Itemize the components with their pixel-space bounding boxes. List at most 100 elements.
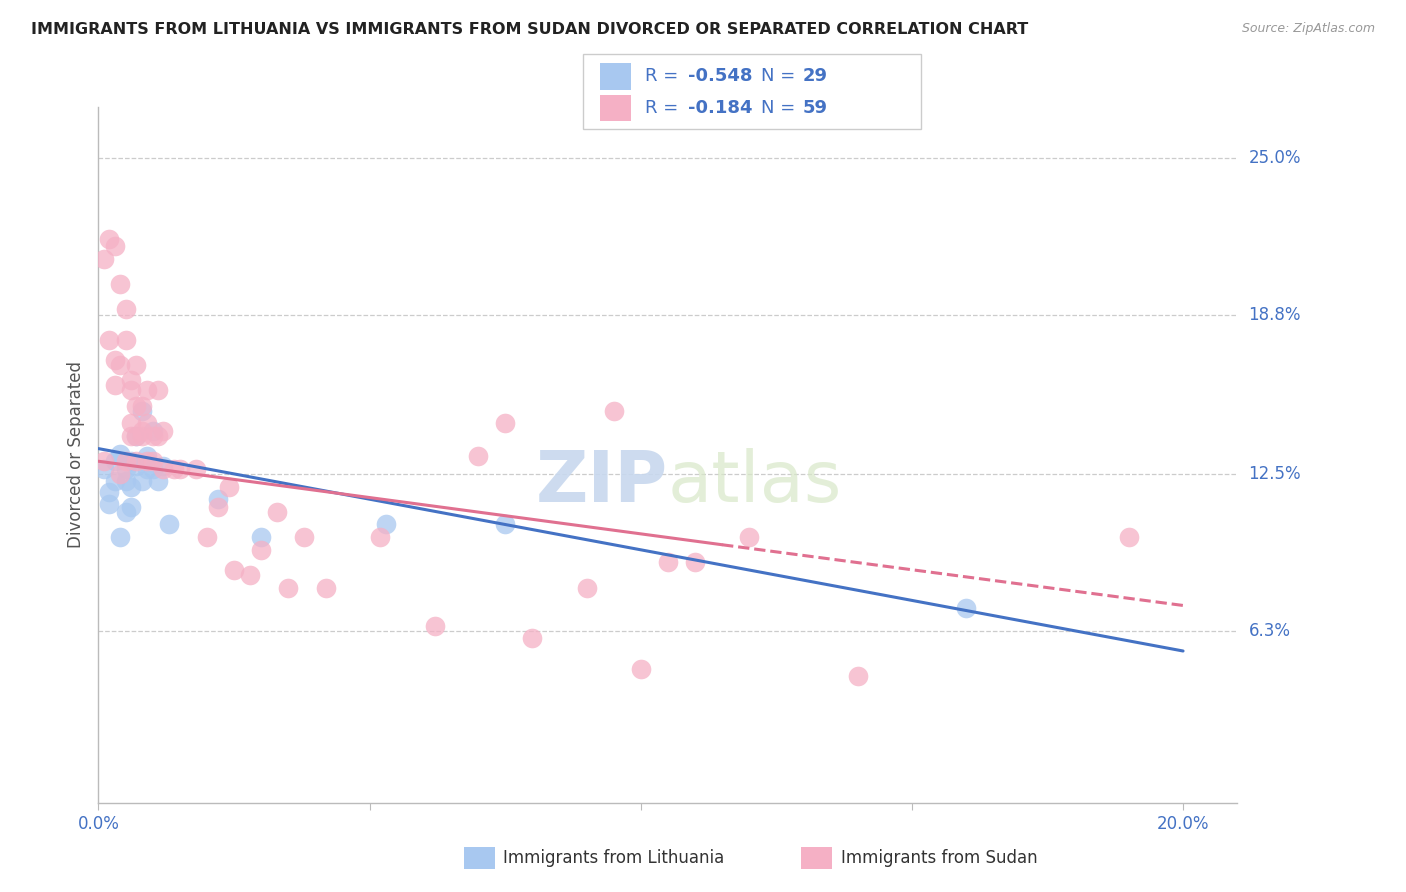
Text: 6.3%: 6.3% <box>1249 622 1291 640</box>
Point <box>114 302 136 317</box>
Point <box>142 462 165 476</box>
Y-axis label: Divorced or Separated: Divorced or Separated <box>66 361 84 549</box>
Point <box>157 517 180 532</box>
Text: IMMIGRANTS FROM LITHUANIA VS IMMIGRANTS FROM SUDAN DIVORCED OR SEPARATED CORRELA: IMMIGRANTS FROM LITHUANIA VS IMMIGRANTS … <box>31 22 1028 37</box>
Point <box>152 459 174 474</box>
Point <box>136 454 159 468</box>
Point <box>131 475 153 489</box>
Point <box>120 500 142 514</box>
Text: Immigrants from Lithuania: Immigrants from Lithuania <box>503 849 724 867</box>
Point <box>98 231 121 245</box>
Point <box>239 568 262 582</box>
Point <box>131 403 153 417</box>
Point <box>125 454 148 468</box>
Point <box>250 542 273 557</box>
Point <box>136 417 159 431</box>
Point <box>136 462 159 476</box>
Point <box>125 399 148 413</box>
Text: 25.0%: 25.0% <box>1249 149 1301 167</box>
Point <box>955 601 977 615</box>
Point <box>142 454 165 468</box>
Point <box>108 530 131 544</box>
Point <box>120 429 142 443</box>
Point <box>152 424 174 438</box>
Point <box>277 581 299 595</box>
Point <box>423 618 446 632</box>
Point <box>98 497 121 511</box>
Point <box>120 384 142 398</box>
Point <box>266 505 288 519</box>
Point <box>152 462 174 476</box>
Point <box>163 462 186 476</box>
Text: 12.5%: 12.5% <box>1249 465 1301 483</box>
Text: N =: N = <box>761 99 800 117</box>
Point <box>131 429 153 443</box>
Point <box>494 417 516 431</box>
Point <box>131 424 153 438</box>
Point <box>108 447 131 461</box>
Point <box>104 353 127 368</box>
Point <box>125 429 148 443</box>
Point <box>108 467 131 481</box>
Point <box>136 449 159 463</box>
Text: Immigrants from Sudan: Immigrants from Sudan <box>841 849 1038 867</box>
Point <box>467 449 489 463</box>
Point <box>93 252 115 266</box>
Point <box>142 429 165 443</box>
Point <box>315 581 337 595</box>
Point <box>104 378 127 392</box>
Point <box>136 384 159 398</box>
Point <box>114 505 136 519</box>
Point <box>370 530 392 544</box>
Text: Source: ZipAtlas.com: Source: ZipAtlas.com <box>1241 22 1375 36</box>
Point <box>738 530 761 544</box>
Point <box>104 239 127 253</box>
Point <box>218 479 240 493</box>
Point <box>125 358 148 372</box>
Point <box>120 454 142 468</box>
Point <box>125 429 148 443</box>
Point <box>169 462 191 476</box>
Point <box>522 632 544 646</box>
Text: -0.548: -0.548 <box>688 67 752 86</box>
Point <box>207 492 229 507</box>
Point <box>250 530 273 544</box>
Point <box>683 556 706 570</box>
Point <box>195 530 218 544</box>
Point <box>207 500 229 514</box>
Point <box>93 462 115 476</box>
Point <box>131 399 153 413</box>
Text: ZIP: ZIP <box>536 449 668 517</box>
Point <box>1118 530 1140 544</box>
Point <box>108 277 131 292</box>
Point <box>142 424 165 438</box>
Text: R =: R = <box>645 67 685 86</box>
Point <box>146 429 169 443</box>
Point <box>494 517 516 532</box>
Point <box>184 462 207 476</box>
Point <box>222 563 245 577</box>
Text: N =: N = <box>761 67 800 86</box>
Point <box>146 384 169 398</box>
Point <box>602 403 624 417</box>
Point <box>630 662 652 676</box>
Point <box>98 333 121 347</box>
Point <box>120 479 142 493</box>
Point <box>294 530 316 544</box>
Point <box>93 454 115 468</box>
Text: 18.8%: 18.8% <box>1249 305 1301 324</box>
Point <box>120 373 142 387</box>
Point <box>104 475 127 489</box>
Text: R =: R = <box>645 99 685 117</box>
Text: 29: 29 <box>803 67 828 86</box>
Point <box>114 475 136 489</box>
Text: atlas: atlas <box>668 449 842 517</box>
Text: 59: 59 <box>803 99 828 117</box>
Point <box>146 475 169 489</box>
Point <box>108 358 131 372</box>
Point <box>114 454 136 468</box>
Point <box>114 333 136 347</box>
Point <box>657 556 679 570</box>
Point <box>575 581 598 595</box>
Point <box>125 459 148 474</box>
